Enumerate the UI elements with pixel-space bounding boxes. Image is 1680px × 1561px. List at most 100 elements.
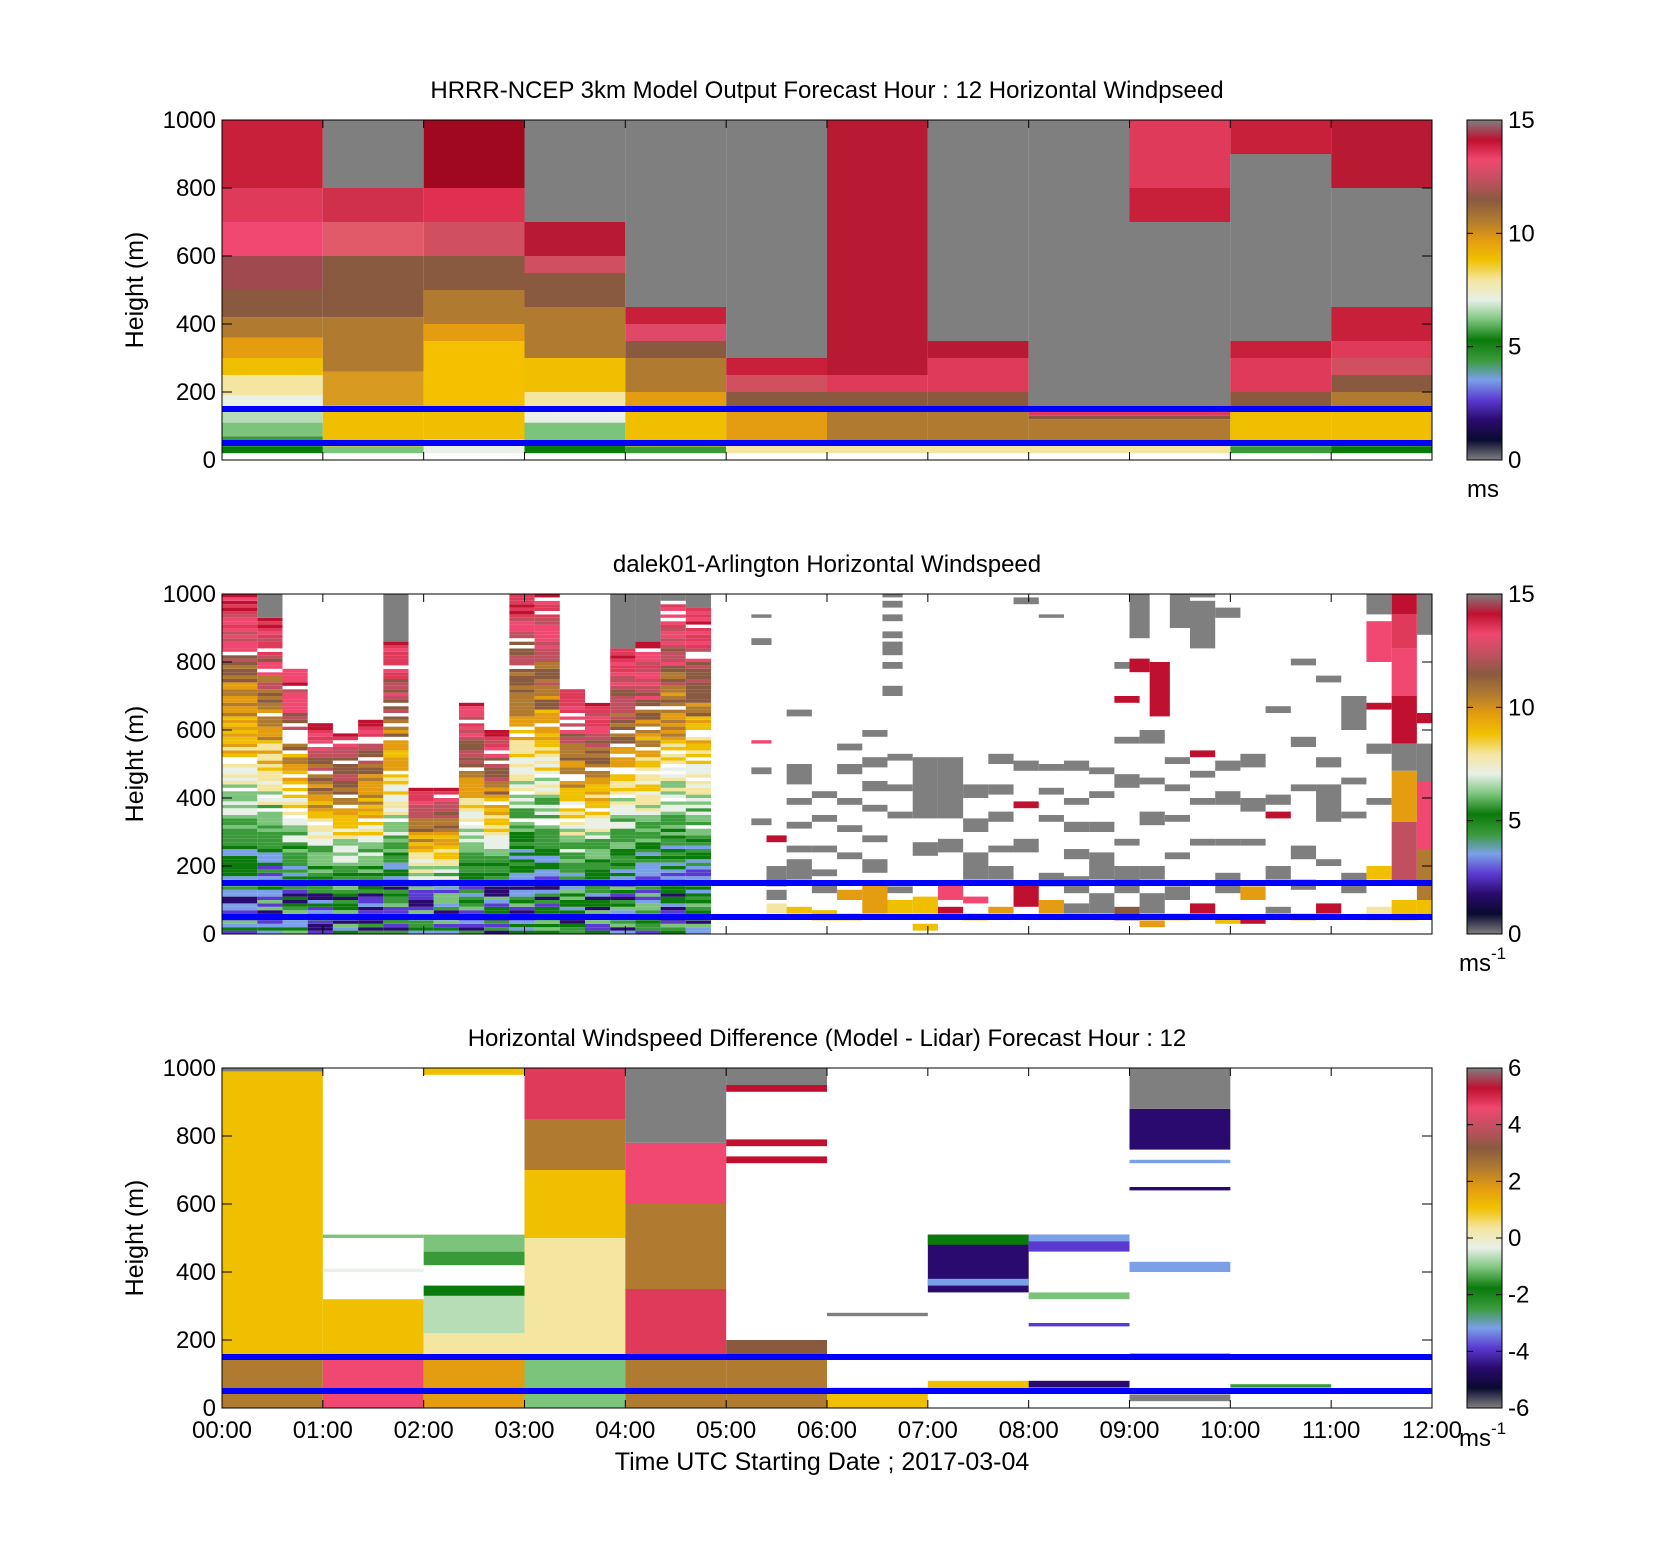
heatmap-cell <box>585 723 611 727</box>
heatmap-cell <box>534 825 560 829</box>
heatmap-cell <box>257 889 283 894</box>
heatmap-cell <box>257 815 283 819</box>
y-axis-label: Height (m) <box>121 1180 149 1297</box>
heatmap-cell <box>408 927 434 931</box>
heatmap-cell <box>282 777 308 781</box>
heatmap-cell <box>1416 781 1432 849</box>
heatmap-cell <box>322 371 424 406</box>
heatmap-cell <box>509 784 535 788</box>
heatmap-cell <box>458 730 485 734</box>
heatmap-cell <box>534 784 560 788</box>
heatmap-cell <box>458 889 485 894</box>
heatmap-cell <box>282 685 308 690</box>
heatmap-cell <box>282 679 308 683</box>
heatmap-cell <box>660 668 686 673</box>
heatmap-cell <box>1331 375 1432 392</box>
heatmap-cell <box>332 862 359 866</box>
heatmap-cell <box>383 682 409 686</box>
heatmap-cell <box>1366 798 1392 805</box>
heatmap-cell <box>222 120 323 188</box>
heatmap-cell <box>610 910 636 914</box>
heatmap-cell <box>433 866 459 870</box>
heatmap-cell <box>1129 1187 1231 1191</box>
heatmap-cell <box>222 862 258 866</box>
heatmap-cell <box>358 889 384 894</box>
heatmap-cell <box>307 869 333 873</box>
heatmap-cell <box>383 781 409 785</box>
heatmap-cell <box>534 801 560 805</box>
heatmap-cell <box>1265 706 1291 713</box>
heatmap-cell <box>433 859 459 863</box>
heatmap-cell <box>585 730 611 734</box>
heatmap-cell <box>585 852 611 856</box>
heatmap-cell <box>559 750 585 754</box>
heatmap-cell <box>257 845 283 849</box>
heatmap-cell <box>484 920 510 924</box>
heatmap-cell <box>610 668 636 673</box>
heatmap-cell <box>458 719 485 724</box>
heatmap-cell <box>534 835 560 839</box>
heatmap-cell <box>458 930 485 934</box>
heatmap-cell <box>222 859 258 863</box>
heatmap-cell <box>635 767 661 771</box>
heatmap-cell <box>332 791 359 795</box>
heatmap-cell <box>660 866 686 870</box>
heatmap-cell <box>257 818 283 822</box>
heatmap-cell <box>635 774 661 778</box>
heatmap-cell <box>660 818 686 822</box>
heatmap-cell <box>433 903 459 907</box>
heatmap-cell <box>282 903 308 907</box>
heatmap-cell <box>222 747 258 751</box>
heatmap-cell <box>282 784 308 788</box>
heatmap-cell <box>383 852 409 856</box>
heatmap-cell <box>559 781 585 785</box>
heatmap-cell <box>937 906 964 914</box>
heatmap-cell <box>685 753 712 758</box>
heatmap-cell <box>585 774 611 778</box>
heatmap-cell <box>484 855 510 860</box>
heatmap-cell <box>635 750 661 754</box>
heatmap-cell <box>1331 446 1432 454</box>
heatmap-cell <box>423 324 525 341</box>
heatmap-cell <box>282 706 308 710</box>
heatmap-cell <box>585 832 611 836</box>
heatmap-cell <box>383 811 409 815</box>
heatmap-cell <box>660 886 686 890</box>
heatmap-cell <box>660 628 686 632</box>
heatmap-cell <box>282 672 308 676</box>
heatmap-cell <box>257 750 283 754</box>
heatmap-cell <box>222 784 258 788</box>
heatmap-cell <box>685 685 712 690</box>
heatmap-cell <box>358 923 384 928</box>
heatmap-cell <box>610 903 636 907</box>
heatmap-cell <box>585 753 611 758</box>
heatmap-cell <box>559 842 585 846</box>
heatmap-cell <box>222 815 258 819</box>
heatmap-cell <box>1316 903 1342 914</box>
heatmap-cell <box>610 900 636 904</box>
heatmap-cell <box>307 730 333 734</box>
heatmap-cell <box>222 750 258 754</box>
heatmap-cell <box>1129 415 1231 420</box>
heatmap-cell <box>383 818 409 822</box>
heatmap-cell <box>257 825 283 829</box>
heatmap-cell <box>509 743 535 747</box>
heatmap-cell <box>1129 222 1231 409</box>
heatmap-cell <box>585 849 611 853</box>
heatmap-cell <box>726 409 827 443</box>
heatmap-cell <box>383 679 409 683</box>
heatmap-cell <box>408 825 434 829</box>
heatmap-cell <box>660 910 686 914</box>
colorbar-gradient <box>1466 593 1503 935</box>
heatmap-cell <box>635 804 661 809</box>
heatmap-cell <box>534 869 560 873</box>
heatmap-cell <box>358 770 384 775</box>
heatmap-cell <box>408 798 434 802</box>
heatmap-cell <box>307 808 333 812</box>
heatmap-cell <box>1316 675 1342 683</box>
colorbar-unit: ms-1 <box>1459 944 1506 977</box>
heatmap-cell <box>726 1156 827 1164</box>
heatmap-cell <box>534 668 560 673</box>
heatmap-cell <box>423 256 525 290</box>
